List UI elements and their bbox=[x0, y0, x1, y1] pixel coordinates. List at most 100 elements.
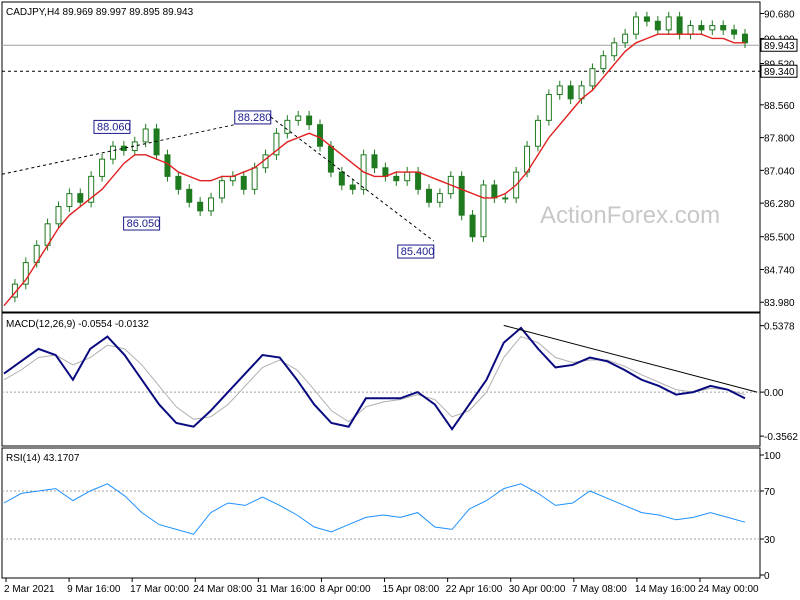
candle-body bbox=[720, 25, 727, 31]
candle-body bbox=[611, 42, 618, 57]
annotation-box bbox=[234, 110, 272, 125]
candle-body bbox=[742, 33, 748, 44]
candle-body bbox=[240, 175, 247, 190]
price-tick-label: 83.980 bbox=[764, 298, 795, 309]
annotation-label: 86.050 bbox=[127, 218, 161, 230]
candle-body bbox=[295, 115, 302, 121]
candle-body bbox=[534, 119, 541, 147]
date-tick-label: 24 May 00:00 bbox=[698, 584, 759, 595]
rsi-tick-label: 100 bbox=[764, 451, 781, 462]
candle-body bbox=[709, 25, 716, 31]
candle-body bbox=[327, 145, 334, 173]
candle-body bbox=[687, 25, 694, 35]
date-tick-label: 2 Mar 2021 bbox=[4, 584, 55, 595]
date-tick-label: 14 May 16:00 bbox=[635, 584, 696, 595]
macd-tick-label: -0.3562 bbox=[764, 432, 798, 443]
price-tick-label: 87.040 bbox=[764, 166, 795, 177]
price-tick-label: 85.500 bbox=[764, 233, 795, 244]
candle-body bbox=[415, 171, 422, 190]
candle-body bbox=[77, 193, 84, 203]
candle-body bbox=[556, 85, 563, 96]
rsi-tick-label: 70 bbox=[764, 487, 776, 498]
candle-body bbox=[218, 180, 225, 199]
candle-body bbox=[589, 68, 596, 87]
candle-body bbox=[284, 119, 291, 134]
candle-body bbox=[622, 33, 629, 44]
price-tick-label: 90.680 bbox=[764, 9, 795, 20]
price-tick-label: 87.800 bbox=[764, 134, 795, 145]
candle-body bbox=[99, 158, 106, 177]
price-tick-label: 88.560 bbox=[764, 101, 795, 112]
candle-body bbox=[66, 193, 73, 208]
moving-average-line bbox=[3, 33, 745, 307]
date-tick-label: 31 Mar 16:00 bbox=[256, 584, 315, 595]
candle-body bbox=[306, 115, 313, 126]
candle-body bbox=[175, 175, 182, 190]
candle-body bbox=[633, 16, 640, 35]
date-tick-label: 22 Apr 16:00 bbox=[446, 584, 503, 595]
rsi-series-group bbox=[2, 483, 760, 540]
date-tick-label: 24 Mar 08:00 bbox=[193, 584, 252, 595]
axis-labels-group: 90.68090.10089.52088.56087.80087.04086.2… bbox=[4, 9, 798, 595]
rsi-header: RSI(14) 43.1707 bbox=[6, 453, 80, 464]
rsi-line bbox=[3, 483, 746, 535]
candle-body bbox=[676, 16, 683, 35]
candle-body bbox=[153, 128, 160, 156]
candle-body bbox=[338, 171, 345, 186]
candle-body bbox=[436, 193, 443, 203]
candle-body bbox=[469, 214, 476, 238]
candle-body bbox=[317, 124, 324, 147]
macd-header: MACD(12,26,9) -0.0554 -0.0132 bbox=[6, 319, 149, 330]
price-tag-box bbox=[760, 38, 798, 52]
candle-body bbox=[349, 184, 356, 190]
price-tag-label: 89.943 bbox=[764, 41, 795, 52]
annotation-box bbox=[93, 119, 131, 134]
candle-body bbox=[142, 128, 149, 143]
candle-body bbox=[404, 171, 411, 182]
candle-body bbox=[55, 206, 62, 225]
candle-body bbox=[502, 197, 509, 200]
candle-body bbox=[458, 175, 465, 216]
macd-tick-label: 0.00 bbox=[764, 388, 784, 399]
trend-line-lower bbox=[270, 116, 435, 242]
price-series-group: 88.060 88.280 86.050 85.400 bbox=[1, 11, 760, 307]
annotation-label: 88.280 bbox=[238, 112, 272, 124]
date-tick-label: 17 Mar 00:00 bbox=[130, 584, 189, 595]
annotation-label: 85.400 bbox=[401, 246, 435, 258]
candle-body bbox=[197, 201, 204, 212]
macd-pane bbox=[1, 312, 761, 447]
candle-body bbox=[109, 145, 116, 160]
price-tag-box bbox=[760, 64, 798, 78]
date-tick-label: 7 May 08:00 bbox=[572, 584, 627, 595]
date-tick-label: 8 Apr 00:00 bbox=[319, 584, 371, 595]
candle-body bbox=[698, 25, 705, 31]
candle-body bbox=[545, 94, 552, 121]
date-tick-label: 9 Mar 16:00 bbox=[67, 584, 121, 595]
candle-body bbox=[491, 184, 498, 199]
macd-tick-label: 0.5378 bbox=[764, 322, 795, 333]
candle-body bbox=[251, 167, 258, 190]
price-tag-label: 89.340 bbox=[764, 67, 795, 78]
price-pane bbox=[1, 1, 761, 313]
candle-body bbox=[371, 154, 378, 169]
price-tick-label: 84.740 bbox=[764, 265, 795, 276]
watermark: ActionForex.com bbox=[540, 202, 720, 229]
rsi-tick-label: 30 bbox=[764, 535, 776, 546]
macd-main-line bbox=[3, 326, 746, 431]
candle-body bbox=[393, 175, 400, 182]
macd-signal-line bbox=[3, 335, 746, 423]
candle-body bbox=[273, 132, 280, 156]
candle-body bbox=[643, 16, 650, 22]
trend-line-upper bbox=[1, 116, 271, 175]
candle-body bbox=[480, 184, 487, 238]
candle-body bbox=[88, 175, 95, 203]
candle-body bbox=[425, 188, 432, 203]
candle-body bbox=[208, 197, 215, 212]
candle-body bbox=[567, 85, 574, 100]
macd-trend-line bbox=[503, 324, 758, 393]
candle-body bbox=[731, 29, 738, 35]
annotation-box bbox=[123, 216, 161, 231]
rsi-tick-label: 0 bbox=[764, 571, 770, 582]
date-tick-label: 30 Apr 00:00 bbox=[509, 584, 566, 595]
